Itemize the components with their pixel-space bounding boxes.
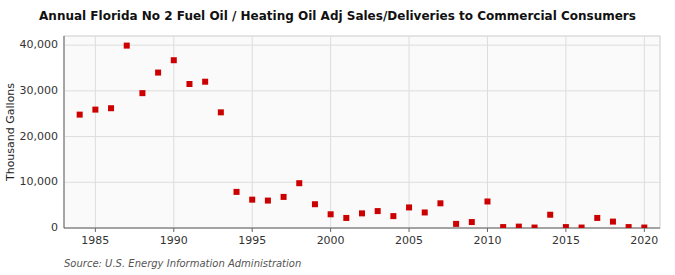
grid-line-y: [64, 90, 660, 91]
source-annotation: Source: U.S. Energy Information Administ…: [64, 258, 301, 269]
grid-line-y: [64, 136, 660, 137]
x-tick-label: 1995: [238, 234, 266, 247]
point: [375, 208, 381, 214]
x-tick-label: 2010: [473, 234, 501, 247]
point: [359, 210, 365, 216]
y-tick-label: 20,000: [20, 130, 59, 143]
point: [186, 81, 192, 87]
x-tick-label: 2000: [317, 234, 345, 247]
point: [641, 225, 647, 228]
point: [265, 198, 271, 204]
x-tick-label: 1990: [160, 234, 188, 247]
grid-line-x: [565, 36, 566, 228]
point: [139, 90, 145, 96]
point: [171, 57, 177, 63]
point: [92, 107, 98, 113]
point: [249, 197, 255, 203]
point: [437, 200, 443, 206]
grid-line-x: [95, 36, 96, 228]
plot-frame: [64, 36, 660, 228]
x-tick-label: 2015: [552, 234, 580, 247]
y-tick-label: 30,000: [20, 84, 59, 97]
y-axis-label: Thousand Gallons: [4, 83, 17, 182]
point: [422, 209, 428, 215]
x-tick-mark: [565, 228, 566, 232]
x-tick-mark: [487, 228, 488, 232]
grid-line-y: [64, 182, 660, 183]
y-tick-label: 10,000: [20, 175, 59, 188]
grid-line-x: [173, 36, 174, 228]
grid: [64, 36, 660, 228]
x-tick-mark: [409, 228, 410, 232]
point: [218, 109, 224, 115]
y-tick-label: 40,000: [20, 38, 59, 51]
point: [500, 224, 506, 228]
x-tick-label: 2005: [395, 234, 423, 247]
x-tick-label: 2020: [630, 234, 658, 247]
x-tick-mark: [173, 228, 174, 232]
point: [124, 43, 130, 49]
x-axis-line: [64, 228, 660, 229]
point: [610, 219, 616, 225]
point: [563, 224, 569, 228]
point: [484, 198, 490, 204]
point: [406, 204, 412, 210]
point: [469, 219, 475, 225]
point: [108, 105, 114, 111]
x-tick-mark: [330, 228, 331, 232]
point: [281, 194, 287, 200]
point: [328, 211, 334, 217]
y-tick-label: 0: [51, 221, 58, 234]
point: [532, 225, 538, 228]
grid-line-x: [330, 36, 331, 228]
grid-line-x: [644, 36, 645, 228]
points: [77, 43, 648, 228]
point: [579, 225, 585, 228]
point: [547, 212, 553, 218]
ticks: 0 10,000 20,000 30,000 40,000 1985 1990 1995 200…: [20, 38, 659, 247]
title: Annual Florida No 2 Fuel Oil / Heating O…: [39, 9, 636, 23]
x-tick-mark: [252, 228, 253, 232]
chart-container: 0 10,000 20,000 30,000 40,000 1985 1990 1995 200…: [0, 0, 675, 275]
grid-line-y: [64, 228, 660, 229]
point: [202, 79, 208, 85]
x-tick-mark: [644, 228, 645, 232]
point: [594, 215, 600, 221]
point: [155, 70, 161, 76]
point: [516, 224, 522, 228]
point: [626, 224, 632, 228]
x-tick-mark: [95, 228, 96, 232]
point: [312, 201, 318, 207]
point: [296, 180, 302, 186]
grid-line-y: [64, 45, 660, 46]
grid-line-x: [409, 36, 410, 228]
point: [234, 189, 240, 195]
x-tick-label: 1985: [81, 234, 109, 247]
point: [390, 213, 396, 219]
chart-svg: 0 10,000 20,000 30,000 40,000 1985 1990 1995 200…: [0, 0, 675, 275]
y-axis-line: [64, 36, 65, 228]
point: [343, 215, 349, 221]
point: [77, 112, 83, 118]
point: [453, 221, 459, 227]
